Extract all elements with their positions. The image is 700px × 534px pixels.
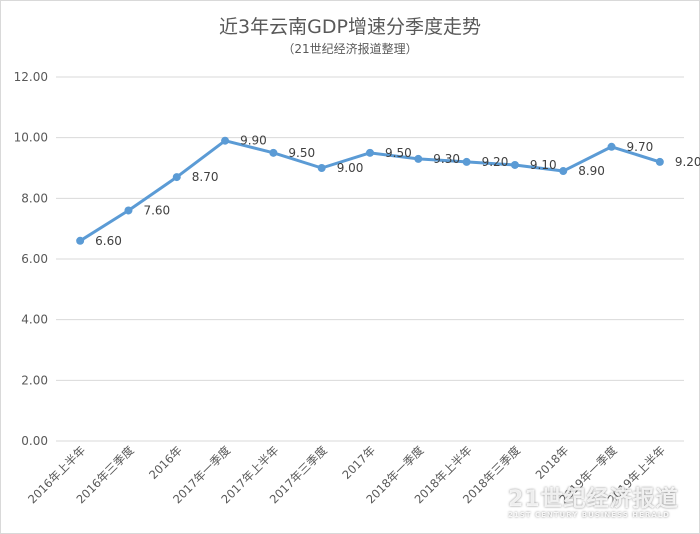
data-label: 9.50 [385,146,412,160]
y-tick-label: 2.00 [21,373,48,387]
watermark-logo: 21世纪经济报道 21ST CENTURY BUSINESS HERALD [508,481,679,519]
data-label: 9.20 [675,155,700,169]
x-tick-label: 2018年 [533,443,572,482]
y-tick-label: 10.00 [14,131,48,145]
data-label: 9.00 [337,161,364,175]
x-tick-label: 2016年 [146,443,185,482]
data-label: 9.50 [288,146,315,160]
y-tick-label: 12.00 [14,70,48,84]
x-tick-label: 2017年 [339,443,378,482]
data-label: 8.70 [192,170,219,184]
data-label: 6.60 [95,234,122,248]
data-point [607,142,616,151]
data-label: 9.10 [530,158,557,172]
y-tick-label: 0.00 [21,434,48,448]
data-point [366,148,374,157]
y-tick-label: 8.00 [21,191,48,205]
data-point [172,173,181,182]
data-point [559,167,568,176]
y-tick-label: 6.00 [21,252,48,266]
chart-subtitle: （21世纪经济报道整理） [282,42,418,56]
data-point [462,157,471,166]
data-point [510,160,519,169]
data-point [655,157,664,166]
data-label: 9.70 [627,140,654,154]
data-label: 9.20 [482,155,509,169]
data-label: 9.30 [433,152,460,166]
data-label: 7.60 [143,203,170,217]
data-point [221,136,230,145]
watermark-sub: 21ST CENTURY BUSINESS HERALD [508,511,670,519]
data-point [269,148,278,157]
data-label: 8.90 [578,164,605,178]
watermark-main: 21世纪经济报道 [508,487,679,512]
data-point [414,154,423,163]
data-label: 9.90 [240,134,267,148]
data-point [124,206,133,215]
y-tick-label: 4.00 [21,313,48,327]
data-point [317,164,326,172]
data-point [76,236,85,245]
chart-title: 近3年云南GDP增速分季度走势 [219,16,481,38]
